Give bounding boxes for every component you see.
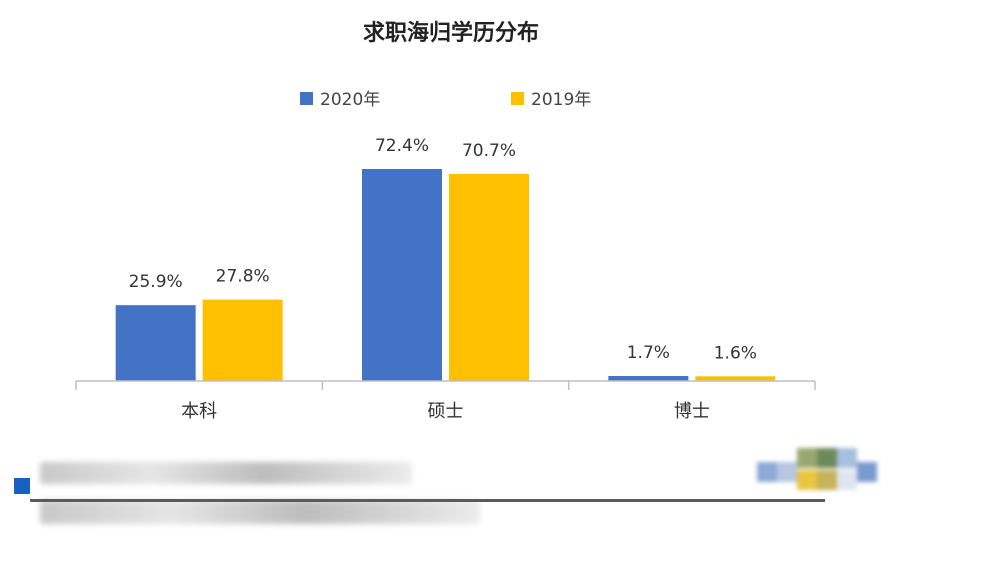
bar-2020-2 [608,376,689,381]
x-axis-categories: 本科 硕士 博士 [181,401,710,422]
footer-marker [14,478,30,494]
legend-label-2019: 2019年 [531,90,591,110]
x-axis-ticks [75,381,816,390]
legend-label-2020: 2020年 [320,90,380,110]
bar-2019-1 [449,173,529,381]
bar-2019-0 [202,299,283,381]
chart-title: 求职海归学历分布 [363,20,539,46]
data-label-2019-2: 1.6% [714,343,757,363]
bars-group [115,169,776,381]
data-label-2020-2: 1.7% [627,343,670,363]
data-labels-group: 25.9% 27.8% 72.4% 70.7% 1.7% 1.6% [129,136,757,363]
data-label-2019-1: 70.7% [462,141,516,161]
legend: 2020年 2019年 [300,90,591,110]
bar-2019-2 [695,376,776,381]
footer-rule [30,499,825,502]
blurred-logo [757,448,897,504]
legend-swatch-2019 [511,92,524,105]
bar-2020-1 [362,169,442,381]
data-label-2019-0: 27.8% [216,267,270,287]
bar-2020-0 [115,305,196,381]
data-label-2020-1: 72.4% [375,136,429,156]
category-label-0: 本科 [181,401,217,422]
category-label-1: 硕士 [428,401,464,422]
category-label-2: 博士 [674,401,710,422]
legend-swatch-2020 [300,92,313,105]
data-label-2020-0: 25.9% [129,272,183,292]
